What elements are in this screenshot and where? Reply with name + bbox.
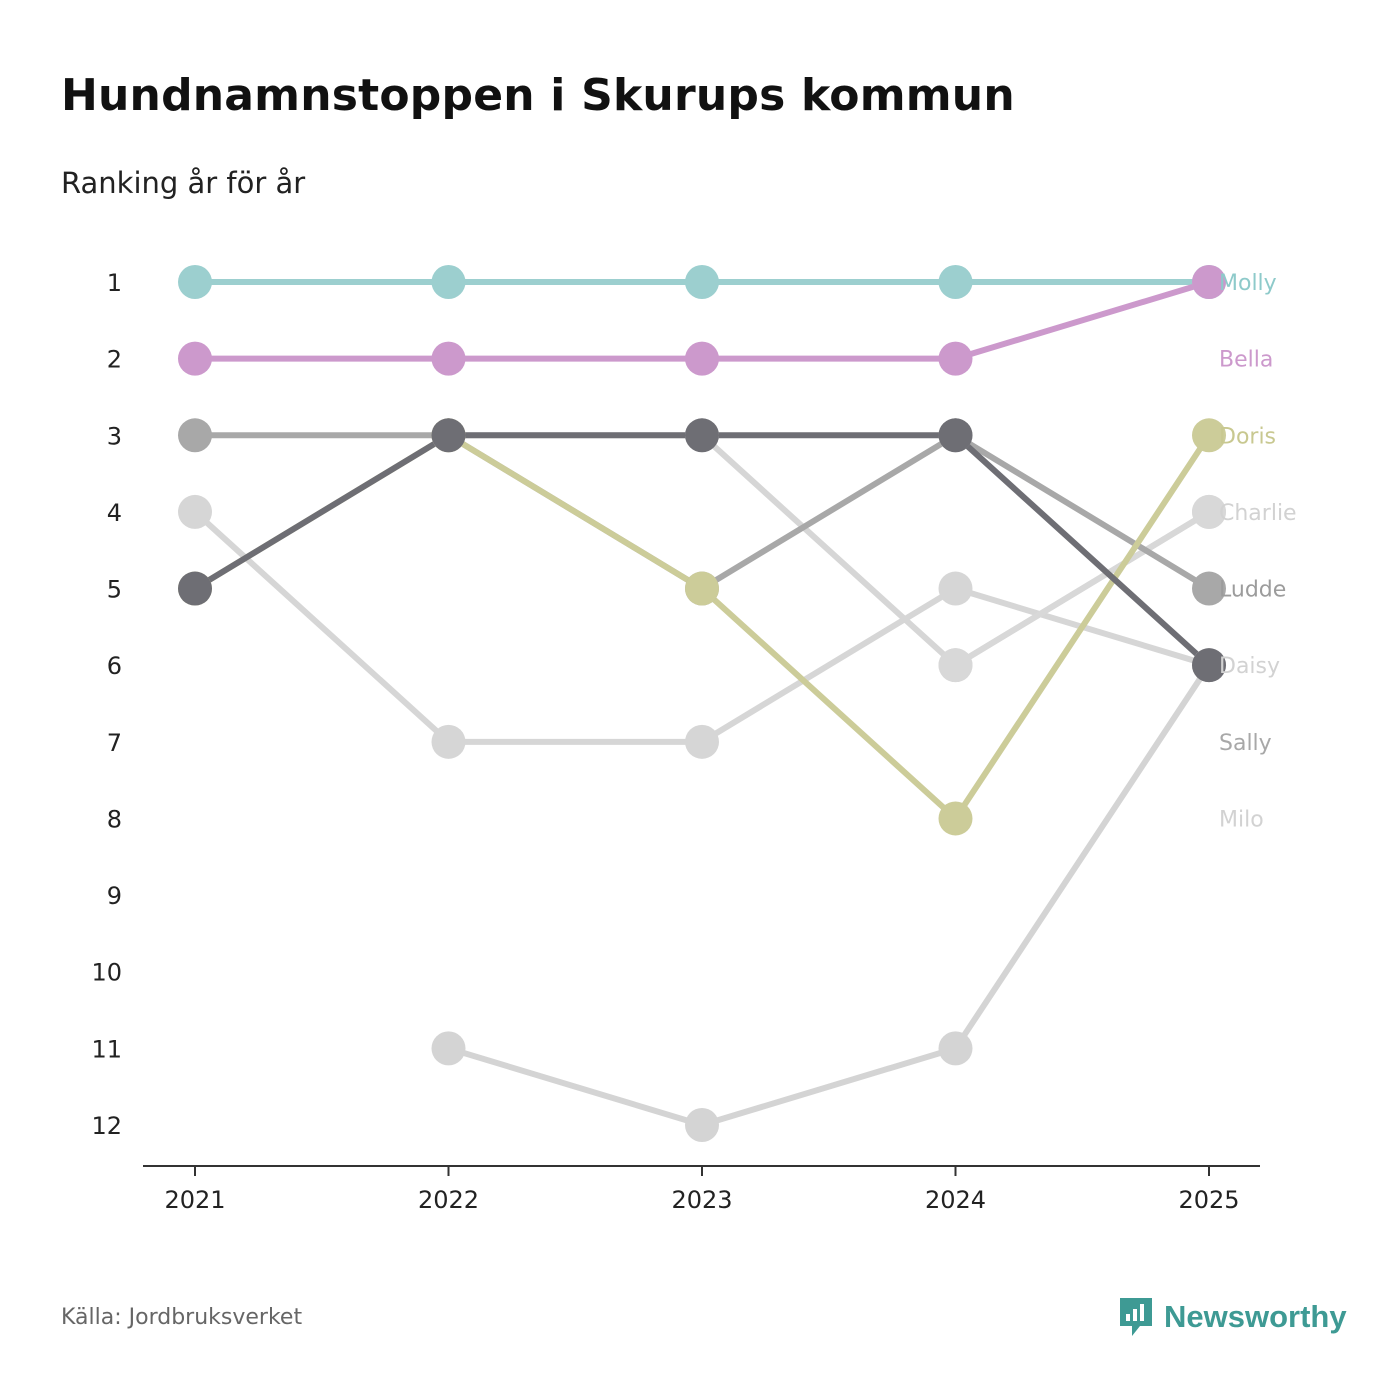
y-tick-label: 1 [107,269,122,297]
y-tick-label: 12 [91,1112,122,1140]
point-ludde-2025 [1192,571,1226,606]
point-doris-2023 [685,571,719,606]
point-sally2-2023 [685,418,719,453]
source-note: Källa: Jordbruksverket [61,1305,303,1330]
point-sally-2023 [685,724,719,759]
point-molly-2023 [685,265,719,299]
y-tick-label: 11 [91,1035,122,1063]
chart-subtitle: Ranking år för år [61,166,306,200]
end-label-charlie: Charlie [1219,501,1297,526]
point-milo-2023 [685,1108,719,1142]
series-line-sally2 [192,432,1212,669]
point-molly-2024 [938,265,973,299]
point-bella-2024 [938,341,973,376]
y-tick-label: 5 [107,576,122,604]
end-label-molly: Molly [1219,271,1277,296]
point-bella-2023 [685,341,719,376]
point-sally-2024 [938,571,973,606]
x-tick-label: 2023 [671,1186,732,1214]
point-sally2-2021 [178,571,212,606]
point-milo-2022 [431,1031,466,1066]
end-label-bella: Bella [1219,348,1273,373]
series-line-doris [192,432,1212,822]
point-molly-2021 [178,265,212,299]
y-tick-label: 4 [107,499,122,527]
series-line-ludde [192,432,1212,592]
newsworthy-icon [1120,1298,1152,1336]
y-tick-label: 10 [91,959,122,987]
point-sally-2022 [431,724,466,759]
point-sally-2021 [178,494,212,529]
chart-title: Hundnamnstoppen i Skurups kommun [61,70,1015,121]
newsworthy-logo: Newsworthy [1118,1296,1347,1338]
series-line-sally [192,508,1212,745]
x-tick-label: 2021 [164,1186,225,1214]
point-bella-2022 [431,341,466,376]
end-label-doris: Doris [1219,424,1276,449]
x-tick-label: 2025 [1178,1186,1239,1214]
y-tick-label: 8 [107,805,122,833]
y-tick-label: 7 [107,729,122,757]
y-tick-label: 6 [107,652,122,680]
point-milo-2024 [938,1031,973,1066]
end-label-ludde: Ludde [1219,578,1286,603]
end-label-milo: Milo [1219,807,1264,832]
y-tick-label: 3 [107,422,122,450]
point-doris-2024 [938,801,973,836]
point-doris-2025 [1192,418,1226,453]
point-molly-2022 [431,265,466,299]
point-charlie-2024 [938,648,973,683]
point-sally2-2022 [431,418,466,453]
x-tick-label: 2024 [925,1186,986,1214]
y-tick-label: 2 [107,346,122,374]
y-tick-label: 9 [107,882,122,910]
x-tick-label: 2022 [418,1186,479,1214]
point-charlie-2025 [1192,494,1226,529]
series-line-milo [445,662,1212,1128]
point-ludde-2021 [178,418,212,453]
series-line-charlie [952,508,1212,669]
end-label-daisy: Daisy [1219,654,1280,679]
end-label-sally: Sally [1219,731,1272,756]
point-bella-2021 [178,341,212,376]
brand-name: Newsworthy [1164,1299,1347,1334]
point-sally2-2025 [1192,648,1226,683]
point-sally2-2024 [938,418,973,453]
point-bella-2025 [1192,265,1226,299]
